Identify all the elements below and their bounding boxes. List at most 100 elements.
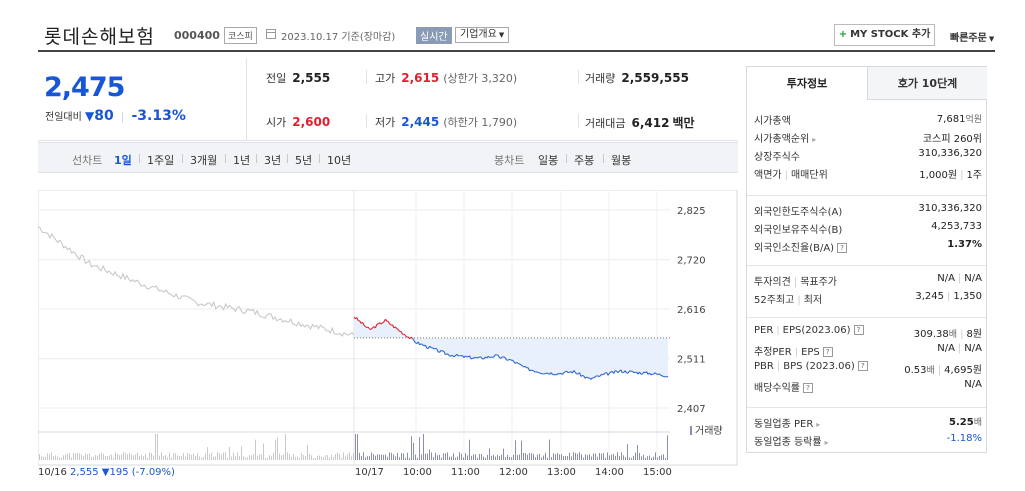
price-line-segment bbox=[439, 350, 442, 353]
info-row[interactable]: 시가총액순위 ▸ 코스피 260위 bbox=[754, 130, 982, 146]
help-icon[interactable]: ? bbox=[803, 383, 813, 393]
divider bbox=[225, 154, 226, 163]
price-line-segment bbox=[409, 336, 412, 340]
price-line-segment bbox=[631, 370, 635, 373]
volume-bar bbox=[121, 454, 122, 460]
volume-bar bbox=[333, 456, 334, 460]
tab-investment-info[interactable]: 투자정보 bbox=[747, 67, 867, 100]
volume-bar bbox=[515, 440, 516, 460]
volume-bar bbox=[209, 454, 210, 460]
price-line-segment bbox=[433, 347, 436, 350]
price-line-segment bbox=[603, 372, 606, 375]
tab-1year[interactable]: 1년 bbox=[233, 154, 251, 167]
add-mystock-button[interactable]: + MY STOCK 추가 bbox=[834, 24, 935, 46]
plus-icon: + bbox=[838, 29, 848, 40]
help-icon[interactable]: ? bbox=[822, 347, 833, 357]
volume-bar bbox=[487, 455, 488, 460]
divider bbox=[139, 154, 140, 163]
tab-3month[interactable]: 3개월 bbox=[190, 154, 218, 167]
volume-bar bbox=[67, 453, 68, 460]
price-line-segment bbox=[429, 345, 432, 349]
current-price: 2,475 bbox=[44, 72, 125, 103]
info-key: 배당수익률 bbox=[754, 383, 800, 394]
info-value: 309.38 bbox=[913, 329, 949, 340]
volume-bar bbox=[627, 444, 628, 460]
price-line-segment bbox=[377, 322, 381, 325]
volume-bar bbox=[61, 457, 62, 460]
info-value-group: 7,681억원 bbox=[937, 112, 982, 125]
price-line-segment bbox=[597, 375, 600, 378]
quick-order-button[interactable]: 빠른주문 ▼ bbox=[950, 29, 994, 44]
help-icon[interactable]: ? bbox=[857, 361, 868, 371]
volume-bar bbox=[337, 452, 338, 460]
amount-unit: 백만 bbox=[672, 116, 695, 130]
tab-1day[interactable]: 1일 bbox=[114, 154, 132, 167]
realtime-button[interactable]: 실시간 bbox=[416, 27, 452, 44]
price-line-segment bbox=[514, 361, 518, 364]
volume-bar bbox=[355, 434, 356, 460]
volume-bar bbox=[391, 452, 392, 460]
price-line-segment bbox=[380, 322, 383, 325]
price-line-segment bbox=[569, 371, 572, 373]
volume-bar bbox=[267, 457, 268, 460]
price-line-segment bbox=[662, 375, 664, 378]
price-line-segment bbox=[424, 344, 428, 349]
company-overview-dropdown[interactable]: 기업개요 ▼ bbox=[455, 27, 510, 43]
volume-bar bbox=[521, 440, 522, 460]
company-overview-label: 기업개요 bbox=[460, 29, 497, 40]
volume-bar bbox=[453, 453, 454, 460]
price-line-segment bbox=[463, 355, 466, 359]
volume-bar bbox=[541, 457, 542, 460]
volume-bar bbox=[201, 457, 202, 460]
price-line-segment bbox=[584, 376, 588, 379]
price-line-segment bbox=[529, 369, 532, 372]
volume-bar bbox=[195, 455, 196, 460]
price-line-segment bbox=[573, 370, 576, 373]
help-icon[interactable]: ? bbox=[853, 325, 864, 335]
volume-bar bbox=[483, 456, 484, 460]
tab-monthly-candle[interactable]: 월봉 bbox=[611, 154, 632, 167]
volume-bar bbox=[315, 457, 316, 460]
info-row[interactable]: 동일업종 PER ▸ 5.25배 bbox=[754, 415, 982, 431]
tab-daily-candle[interactable]: 일봉 bbox=[538, 154, 559, 167]
info-row[interactable]: 동일업종 등락률 ▸ -1.18% bbox=[754, 433, 982, 449]
price-line-segment bbox=[593, 376, 596, 379]
info-value-group: N/A | N/A bbox=[937, 273, 982, 284]
volume-bar bbox=[309, 454, 310, 460]
volume-bar bbox=[81, 454, 82, 460]
volume-bar bbox=[157, 434, 158, 460]
volume-bar bbox=[107, 455, 108, 460]
volume-bar bbox=[173, 453, 174, 460]
volume-bar bbox=[377, 454, 378, 460]
info-key: 외국인한도주식수(A) bbox=[754, 207, 843, 218]
tab-1week[interactable]: 1주일 bbox=[147, 154, 175, 167]
volume-bar bbox=[425, 453, 426, 460]
price-line-segment bbox=[415, 342, 418, 345]
volume-bar bbox=[569, 452, 570, 460]
info-value-secondary: 8원 bbox=[966, 329, 982, 340]
volume-bar bbox=[359, 452, 360, 460]
tab-3year[interactable]: 3년 bbox=[264, 154, 282, 167]
price-chart[interactable]: 2,825 2,720 2,616 2,511 2,407 거래량 bbox=[38, 190, 738, 466]
tab-5year[interactable]: 5년 bbox=[295, 154, 313, 167]
tab-10year[interactable]: 10년 bbox=[327, 154, 352, 167]
price-line-segment bbox=[624, 370, 628, 374]
tab-order-book[interactable]: 호가 10단계 bbox=[867, 67, 987, 100]
chart-frame bbox=[38, 190, 738, 466]
volume-bar bbox=[167, 457, 168, 460]
info-key: 추정PER bbox=[754, 347, 792, 358]
tab-weekly-candle[interactable]: 주봉 bbox=[574, 154, 595, 167]
line-chart-label: 선차트 bbox=[72, 154, 103, 167]
divider bbox=[747, 265, 986, 266]
help-icon[interactable]: ? bbox=[837, 243, 848, 253]
volume-bar bbox=[49, 454, 50, 460]
volume-bar bbox=[505, 456, 506, 460]
info-row: PBR | BPS (2023.06)? 0.53배 | 4,695원 bbox=[754, 361, 982, 377]
price-line-segment bbox=[556, 372, 559, 376]
price-line-segment bbox=[566, 370, 569, 374]
volume-bar bbox=[233, 452, 234, 460]
info-value-group: 0.53배 | 4,695원 bbox=[904, 361, 982, 376]
volume-bar bbox=[125, 452, 126, 460]
info-value-group: N/A | N/A bbox=[937, 343, 982, 354]
divider bbox=[578, 114, 579, 128]
